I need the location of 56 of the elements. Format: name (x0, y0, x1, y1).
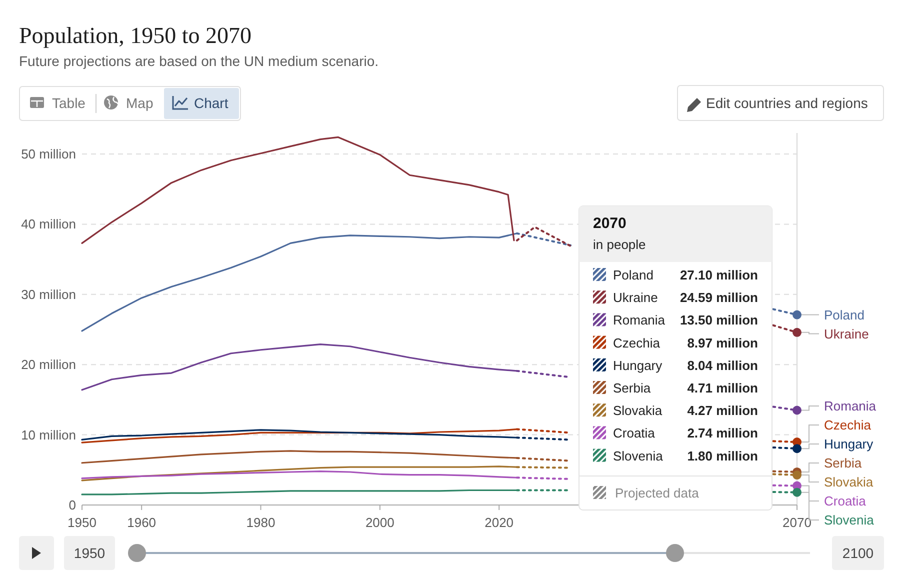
point (792, 310, 802, 320)
text: Slovenia (613, 448, 664, 464)
annotation: 4.27 million (687, 403, 758, 418)
annotation: 4.71 million (687, 380, 758, 396)
annotation: 24.59 million (680, 290, 758, 306)
y-tick-label: 40 million (21, 216, 76, 232)
annotation: 2070 (593, 215, 626, 232)
point (792, 470, 802, 480)
text: Serbia (824, 456, 862, 470)
annotation: 1.80 million (687, 448, 758, 464)
point (792, 406, 802, 415)
x-tick-label: 2020 (484, 515, 514, 530)
text: Czechia (613, 335, 661, 350)
y-tick-label: 10 million (21, 427, 76, 442)
annotation: 2.74 million (687, 426, 758, 441)
y-tick-label: 30 million (21, 286, 76, 302)
text: Poland (613, 268, 654, 282)
text: Edit countries and regions (706, 95, 868, 111)
text: Ukraine (824, 326, 869, 342)
annotation: 8.04 million (687, 358, 758, 373)
text: Romania (824, 398, 876, 414)
annotation: in people (593, 237, 646, 252)
text: Slovenia (824, 512, 874, 528)
text: Romania (613, 312, 666, 328)
x-tick-label: 1980 (246, 515, 276, 530)
point (792, 444, 802, 454)
text: Chart (194, 95, 228, 111)
x-tick-label: 2000 (365, 515, 394, 530)
y-tick-label: 50 million (21, 146, 76, 162)
annotation: 8.97 million (687, 335, 758, 350)
annotation: Projected data (615, 486, 700, 500)
text: Poland (824, 307, 864, 322)
text: Slovakia (613, 403, 663, 418)
chart-title: Population, 1950 to 2070 (19, 23, 252, 48)
text: Map (126, 95, 154, 111)
x-tick-label: 2070 (782, 515, 812, 530)
text: Slovakia (824, 474, 874, 490)
text: Croatia (613, 426, 656, 441)
text: Hungary (613, 358, 663, 373)
text: Ukraine (613, 290, 658, 306)
text: Czechia (824, 418, 871, 432)
annotation: 13.50 million (680, 312, 758, 328)
y-tick-label: 0 (68, 498, 76, 512)
annotation: 27.10 million (680, 268, 758, 282)
x-tick-label: 1950 (68, 515, 96, 530)
text: 1950 (74, 545, 106, 561)
chart-subtitle: Future projections are based on the UN medium scenario. (19, 53, 379, 69)
text: Serbia (613, 380, 652, 396)
point (792, 488, 802, 497)
text: Croatia (824, 494, 866, 508)
point (792, 328, 802, 337)
text: Table (52, 95, 86, 111)
x-tick-label: 1960 (127, 515, 156, 530)
y-tick-label: 20 million (21, 357, 76, 372)
text: 2100 (842, 545, 874, 561)
text: Hungary (824, 436, 874, 452)
